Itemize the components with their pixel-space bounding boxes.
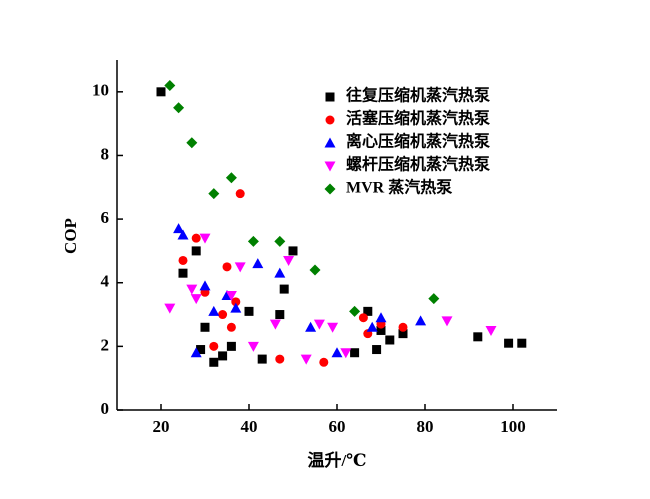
legend-marker xyxy=(325,115,335,125)
point xyxy=(288,246,298,256)
x-tick-label: 20 xyxy=(153,417,170,436)
point xyxy=(398,322,408,332)
x-tick-label: 80 xyxy=(417,417,434,436)
point xyxy=(190,294,202,305)
point xyxy=(517,338,527,348)
legend-marker xyxy=(324,161,336,172)
point xyxy=(218,351,228,361)
point xyxy=(186,137,198,149)
point xyxy=(225,172,237,184)
point xyxy=(279,284,289,294)
point xyxy=(376,325,386,335)
point xyxy=(230,302,242,313)
point xyxy=(375,312,387,323)
x-tick-label: 60 xyxy=(329,417,346,436)
point xyxy=(309,264,321,276)
y-tick-label: 10 xyxy=(92,81,109,100)
point xyxy=(340,348,352,359)
point xyxy=(226,322,236,332)
x-tick-label: 40 xyxy=(241,417,258,436)
y-tick-label: 6 xyxy=(101,208,110,227)
point xyxy=(275,310,285,320)
point xyxy=(300,354,312,365)
point xyxy=(173,223,185,234)
point xyxy=(274,267,286,278)
y-tick-label: 8 xyxy=(101,144,110,163)
point xyxy=(156,87,166,97)
y-tick-label: 4 xyxy=(101,272,110,291)
point xyxy=(234,262,246,273)
point xyxy=(209,357,219,367)
point xyxy=(177,229,189,240)
point xyxy=(178,268,188,278)
point xyxy=(283,255,295,266)
point xyxy=(209,341,219,351)
point xyxy=(208,305,220,316)
point xyxy=(327,322,339,333)
point xyxy=(372,345,382,355)
point xyxy=(331,347,343,358)
legend-marker xyxy=(324,137,336,148)
point xyxy=(196,345,206,355)
y-tick-label: 2 xyxy=(101,335,110,354)
legend-label: 往复压缩机蒸汽热泵 xyxy=(346,86,490,105)
point xyxy=(191,233,201,243)
legend-label: MVR 蒸汽热泵 xyxy=(346,178,452,197)
point xyxy=(218,310,228,320)
y-tick-label: 0 xyxy=(101,399,110,418)
point xyxy=(225,290,237,301)
point xyxy=(398,329,408,339)
point xyxy=(269,319,281,330)
point xyxy=(274,235,286,247)
legend-marker xyxy=(324,183,336,195)
x-axis-label: 温升/℃ xyxy=(307,451,366,470)
point xyxy=(164,79,176,91)
point xyxy=(275,354,285,364)
point xyxy=(349,305,361,317)
point xyxy=(247,341,259,352)
point xyxy=(164,303,176,314)
point xyxy=(173,102,185,114)
legend-marker xyxy=(325,92,335,102)
legend-label: 活塞压缩机蒸汽热泵 xyxy=(346,109,490,128)
x-tick-label: 100 xyxy=(500,417,526,436)
point xyxy=(358,313,368,323)
point xyxy=(441,316,453,327)
point xyxy=(244,306,254,316)
point xyxy=(485,325,497,336)
y-axis-label: COP xyxy=(61,218,80,254)
point xyxy=(186,284,198,295)
point xyxy=(200,322,210,332)
point xyxy=(226,341,236,351)
legend-label: 离心压缩机蒸汽热泵 xyxy=(346,132,490,151)
point xyxy=(190,347,202,358)
point xyxy=(473,332,483,342)
point xyxy=(350,348,360,358)
point xyxy=(222,262,232,272)
point xyxy=(191,246,201,256)
point xyxy=(319,357,329,367)
point xyxy=(235,189,245,199)
point xyxy=(247,235,259,247)
point xyxy=(199,233,211,244)
point xyxy=(178,255,188,265)
point xyxy=(504,338,514,348)
point xyxy=(199,280,211,291)
point xyxy=(363,306,373,316)
point xyxy=(415,315,427,326)
point xyxy=(231,297,241,307)
point xyxy=(208,188,220,200)
point xyxy=(428,293,440,305)
point xyxy=(305,321,317,332)
point xyxy=(252,258,264,269)
point xyxy=(313,319,325,330)
point xyxy=(385,335,395,345)
point xyxy=(366,321,378,332)
point xyxy=(257,354,267,364)
legend-label: 螺杆压缩机蒸汽热泵 xyxy=(346,155,490,174)
